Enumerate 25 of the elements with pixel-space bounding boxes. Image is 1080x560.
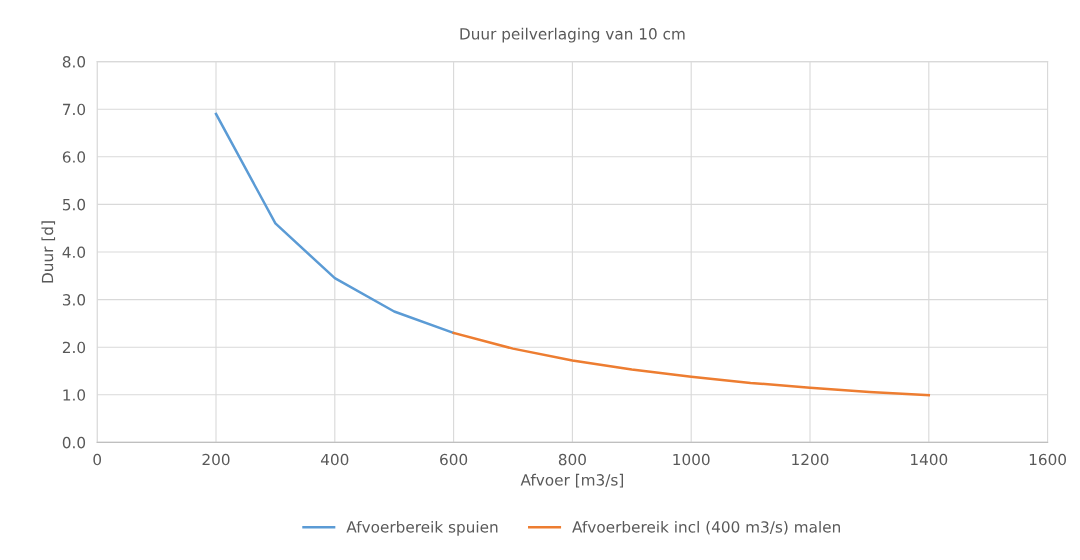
y-tick-label: 6.0 [62,151,86,163]
y-axis-title: Duur [d] [41,221,56,283]
x-tick-label: 1200 [792,453,829,466]
y-tick-label: 7.0 [63,103,86,116]
y-tick-label: 2.0 [62,341,86,354]
x-tick-label: 600 [440,453,468,466]
legend-label: Afvoerbereik incl (400 m3/s) malen [572,520,840,535]
x-tick-label: 1400 [911,453,948,466]
y-tick-label: 0.0 [62,436,86,449]
x-tick-label: 200 [202,453,230,466]
y-tick-label: 8.0 [62,56,86,68]
line-series [452,331,931,397]
y-tick-label: 4.0 [62,246,86,259]
x-tick-label: 400 [320,453,349,466]
x-tick-label: 800 [558,453,586,466]
x-tick-label: 1600 [1029,453,1067,466]
x-axis-title: Afvoer [m3/s] [520,473,623,488]
y-tick-label: 3.0 [62,294,86,306]
x-tick-label: 1000 [673,453,710,466]
legend-label: Afvoerbereik spuien [346,520,498,536]
x-tick-label: 0 [93,453,102,466]
line-series [214,112,455,335]
chart-title: Duur peilverlaging van 10 cm [460,27,685,43]
y-tick-label: 5.0 [62,198,86,211]
y-tick-label: 1.0 [63,389,86,401]
